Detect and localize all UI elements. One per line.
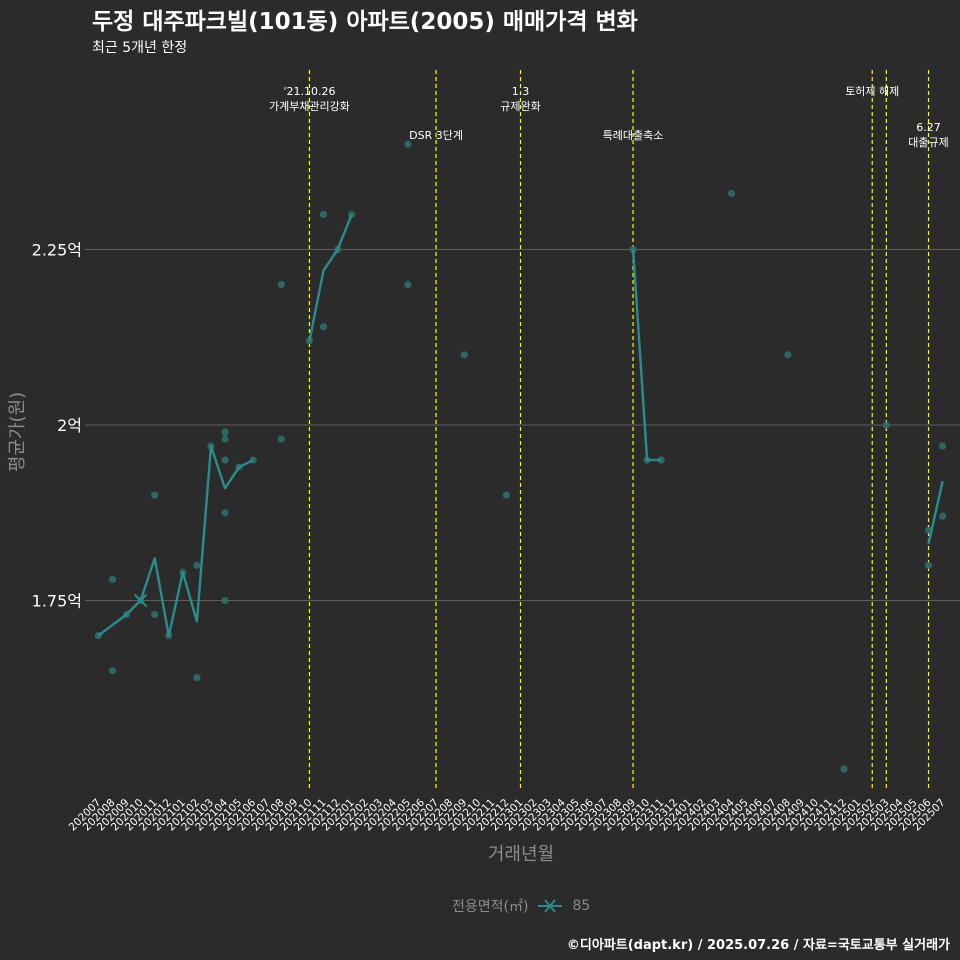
data-point bbox=[193, 561, 201, 569]
event-label: 특례대출축소 bbox=[603, 129, 664, 142]
data-point bbox=[319, 210, 328, 219]
event-label: 토허제 해제 bbox=[845, 84, 899, 98]
data-point bbox=[784, 351, 792, 359]
x-axis-label: 거래년월 bbox=[487, 844, 555, 865]
data-point bbox=[727, 189, 736, 197]
data-point bbox=[840, 765, 848, 773]
highlight-marker bbox=[133, 593, 148, 608]
data-point bbox=[221, 456, 229, 464]
data-point bbox=[221, 509, 229, 517]
data-point bbox=[460, 351, 468, 359]
data-point bbox=[151, 491, 159, 499]
data-point bbox=[193, 674, 201, 682]
data-point bbox=[924, 561, 933, 569]
data-point bbox=[404, 281, 412, 289]
data-point bbox=[221, 435, 229, 443]
y-tick-label: 2억 bbox=[57, 416, 82, 435]
data-point bbox=[939, 442, 947, 450]
event-label: 규제완화 bbox=[500, 100, 540, 113]
data-point bbox=[277, 281, 285, 289]
data-point bbox=[502, 491, 511, 499]
data-point bbox=[221, 596, 229, 605]
legend-item-85: 85 bbox=[572, 898, 591, 914]
event-label: 대출규제 bbox=[908, 136, 948, 149]
line-layer bbox=[97, 213, 944, 637]
data-point bbox=[221, 428, 229, 436]
y-axis-label: 평균가(원) bbox=[7, 391, 28, 473]
legend-title: 전용면적(㎡) bbox=[452, 899, 529, 915]
data-point bbox=[657, 456, 665, 464]
data-point bbox=[319, 323, 328, 331]
y-tick-label: 2.25억 bbox=[32, 241, 82, 260]
event-label: 6.27 bbox=[916, 121, 941, 134]
data-point bbox=[108, 667, 117, 675]
data-point bbox=[108, 575, 117, 584]
source-caption: ©디아파트(dapt.kr) / 2025.07.26 / 자료=국토교통부 실… bbox=[566, 938, 950, 953]
event-label: 1.3 bbox=[512, 85, 530, 98]
chart-subtitle: 최근 5개년 한정 bbox=[92, 40, 188, 56]
series-line-85 bbox=[927, 480, 944, 545]
grid-layer bbox=[85, 249, 960, 601]
series-line-85 bbox=[308, 213, 353, 342]
data-point bbox=[404, 140, 412, 148]
axis-layer: 1.75억2억2.25억2020072020082020092020102020… bbox=[32, 241, 948, 834]
data-point bbox=[882, 421, 890, 429]
event-label: '21.10.26 bbox=[283, 85, 335, 98]
data-point bbox=[151, 610, 159, 619]
y-tick-label: 1.75억 bbox=[32, 591, 82, 610]
event-label: 가계부채관리강화 bbox=[269, 100, 350, 113]
legend: 전용면적(㎡) 85 bbox=[452, 896, 590, 916]
data-point bbox=[939, 512, 947, 520]
chart-title: 두정 대주파크빌(101동) 아파트(2005) 매매가격 변화 bbox=[92, 9, 638, 35]
series-line-85 bbox=[97, 444, 254, 637]
legend-key-icon bbox=[538, 899, 563, 913]
data-point bbox=[277, 435, 285, 443]
series-line-85 bbox=[631, 249, 662, 462]
event-label: DSR 3단계 bbox=[409, 129, 463, 142]
